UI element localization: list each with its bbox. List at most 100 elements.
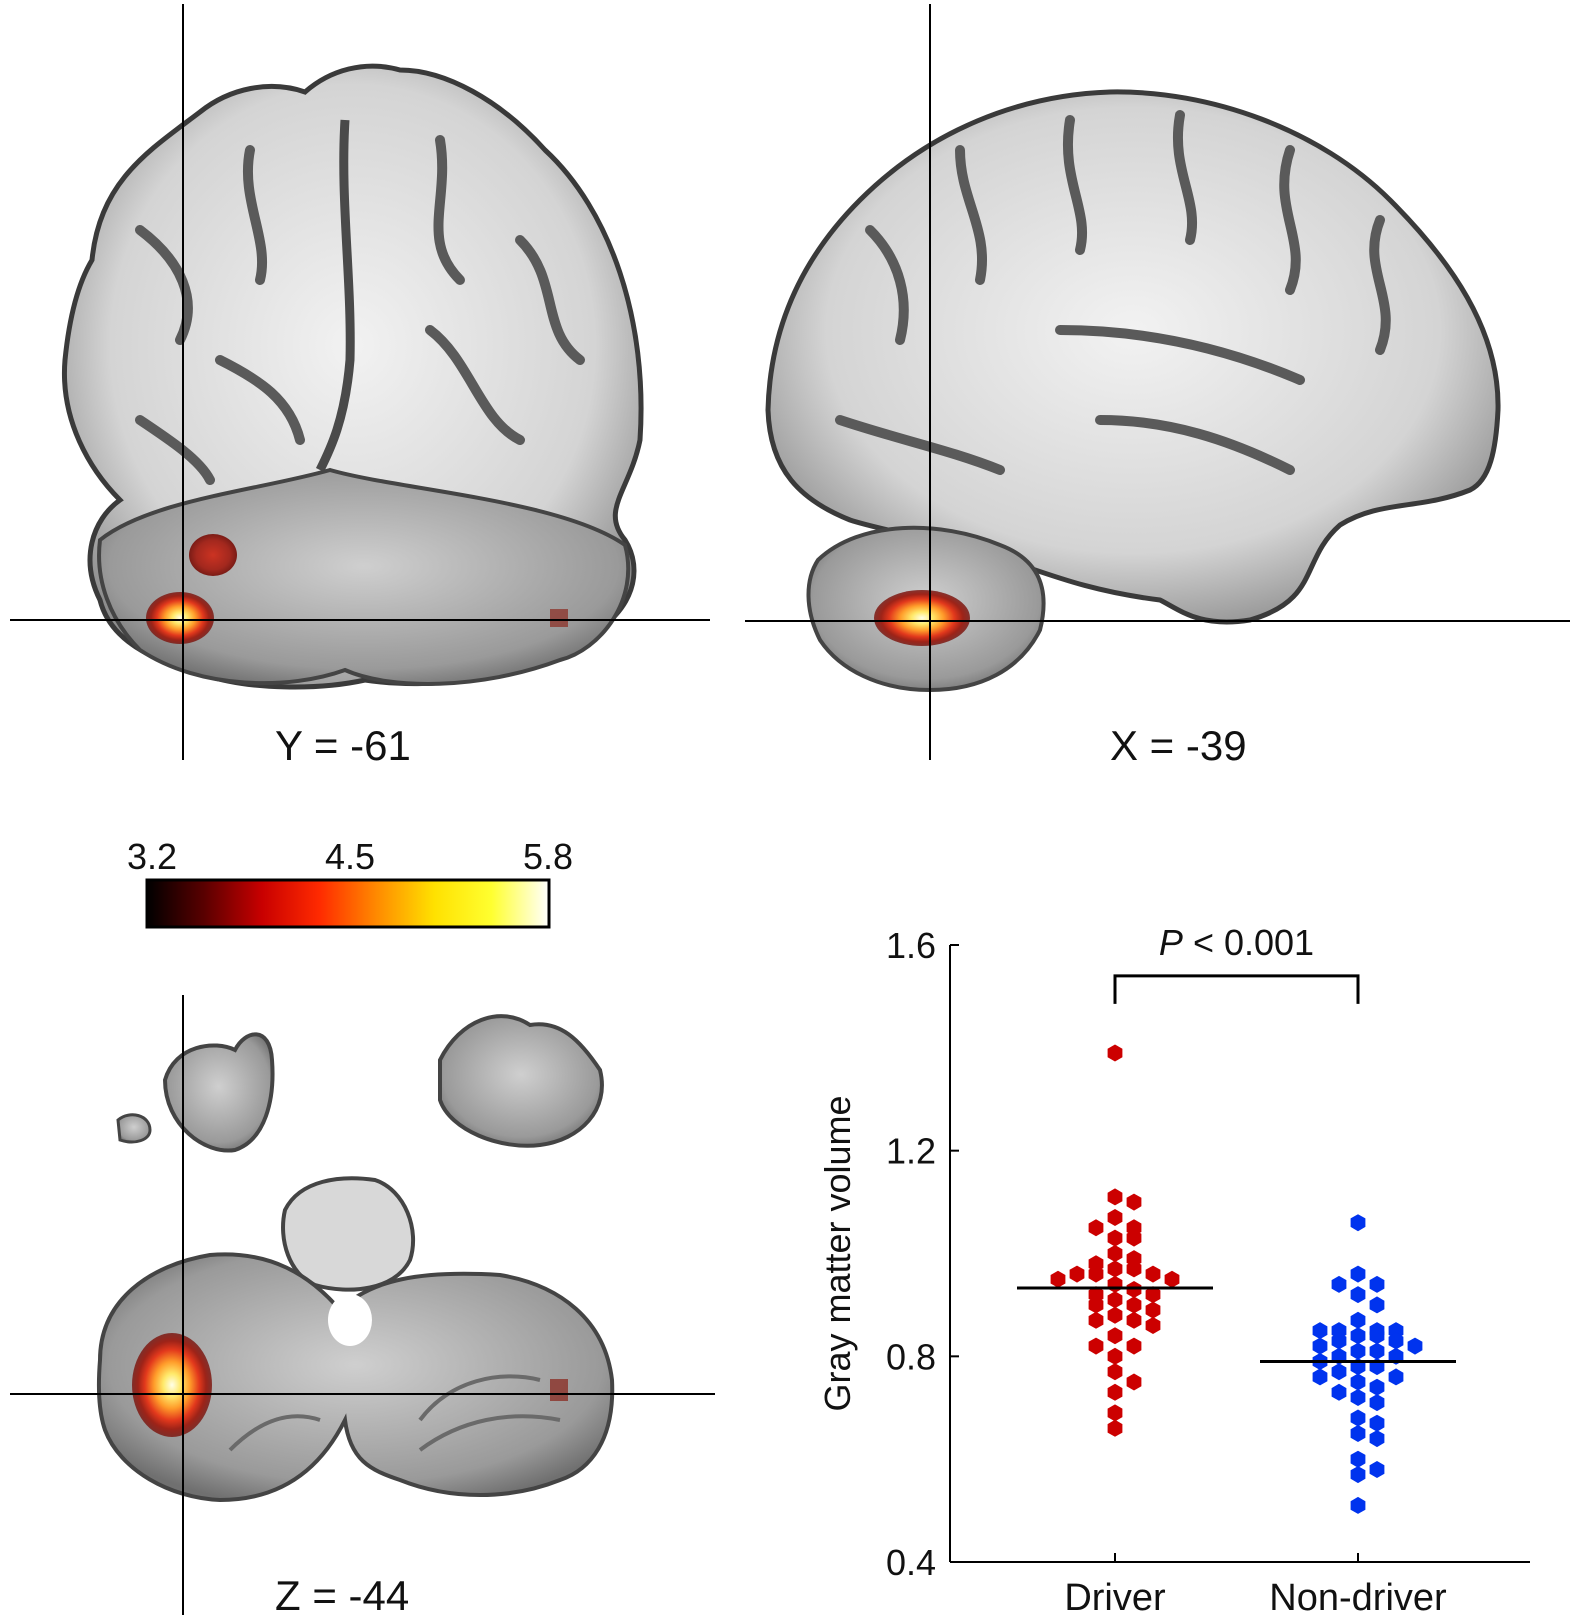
data-point-non-driver [1312,1322,1328,1340]
coronal-midline [315,119,355,473]
data-point-driver [1145,1286,1161,1304]
data-point-driver [1107,1044,1123,1062]
axial-frontal-left [162,1032,275,1153]
data-point-driver [1107,1347,1123,1365]
data-point-non-driver [1350,1286,1366,1304]
y-axis-label: Gray matter volume [817,1095,858,1411]
data-point-non-driver [1407,1337,1423,1355]
data-point-non-driver [1388,1332,1404,1350]
data-point-driver [1126,1229,1142,1247]
data-point-non-driver [1331,1383,1347,1401]
x-tick-label: Driver [1064,1577,1166,1619]
coronal-activation-secondary [189,534,237,576]
data-point-non-driver [1350,1214,1366,1232]
axial-frontal-small [116,1113,152,1144]
y-tick-label: 1.2 [886,1131,936,1172]
data-point-driver [1088,1296,1104,1314]
colorbar [145,878,551,929]
data-point-non-driver [1350,1327,1366,1345]
data-point-non-driver [1369,1296,1385,1314]
data-point-non-driver [1369,1414,1385,1432]
data-point-driver [1088,1311,1104,1329]
data-point-driver [1126,1373,1142,1391]
sagittal-slice [745,4,1570,760]
coronal-activation-peak [146,592,214,644]
axial-fourth-ventricle [328,1294,372,1346]
data-point-non-driver [1350,1265,1366,1283]
axial-cerebellum [96,1252,615,1503]
axial-slice-label: Z = -44 [275,1572,410,1619]
data-point-non-driver [1331,1332,1347,1350]
data-point-driver [1107,1419,1123,1437]
axial-slice [10,995,715,1615]
colorbar-min-label: 3.2 [126,836,178,877]
data-point-non-driver [1369,1342,1385,1360]
data-point-non-driver [1350,1389,1366,1406]
axial-brainstem [281,1176,416,1292]
data-point-non-driver [1331,1275,1347,1293]
y-tick-label: 0.8 [886,1336,936,1377]
colorbar-max-label: 5.8 [522,836,574,877]
axial-folia [228,1374,561,1452]
axial-activation-peak [132,1333,212,1437]
data-point-driver [1107,1404,1123,1422]
coronal-activation-minor [550,609,568,627]
data-point-non-driver [1369,1430,1385,1448]
data-point-driver [1126,1311,1142,1329]
data-point-driver [1088,1219,1104,1237]
significance-bracket [1113,974,1360,1004]
data-point-driver [1050,1270,1066,1288]
data-point-non-driver [1350,1342,1366,1360]
data-point-non-driver [1369,1327,1385,1345]
significance-p: P [1159,922,1183,963]
data-point-driver [1164,1270,1180,1288]
coronal-cerebellum [97,467,631,686]
significance-value: < 0.001 [1183,922,1314,963]
coronal-slice [10,4,710,760]
data-point-driver [1107,1363,1123,1381]
data-point-driver [1088,1265,1104,1283]
data-point-driver [1107,1209,1123,1226]
y-tick-label: 1.6 [886,925,936,966]
y-tick-label: 0.4 [886,1542,936,1583]
data-point-driver [1107,1327,1123,1345]
data-point-non-driver [1350,1409,1366,1427]
data-point-non-driver [1331,1363,1347,1381]
axial-activation-minor [550,1379,568,1401]
data-point-driver [1107,1275,1123,1293]
scatter-chart: 0.4 0.8 1.2 1.6 Gray matter volume Driver Non-… [817,922,1530,1619]
data-point-non-driver [1350,1450,1366,1468]
data-point-non-driver [1369,1394,1385,1412]
significance-label: P < 0.001 [1159,922,1314,963]
data-point-driver [1107,1229,1123,1247]
data-point-non-driver [1369,1275,1385,1293]
data-point-driver [1126,1337,1142,1355]
sagittal-activation-peak [874,590,970,646]
data-point-driver [1126,1193,1142,1211]
data-point-non-driver [1388,1368,1404,1386]
coronal-slice-label: Y = -61 [275,722,411,769]
data-point-driver [1107,1383,1123,1401]
data-point-driver [1107,1260,1123,1278]
data-point-driver [1107,1188,1123,1206]
data-point-driver [1088,1337,1104,1355]
data-point-driver [1126,1281,1142,1298]
sagittal-sulci [835,110,1391,475]
data-point-driver [1107,1306,1123,1324]
data-point-driver [1107,1245,1123,1262]
data-point-non-driver [1350,1466,1366,1484]
data-point-driver [1145,1301,1161,1319]
data-point-driver [1126,1260,1142,1278]
data-point-non-driver [1369,1461,1385,1478]
data-point-non-driver [1350,1373,1366,1391]
data-point-driver [1126,1296,1142,1314]
data-point-non-driver [1350,1425,1366,1442]
data-point-driver [1145,1265,1161,1283]
axial-frontal-right [438,1014,604,1148]
x-tick-label: Non-driver [1269,1577,1447,1619]
data-point-non-driver [1312,1337,1328,1355]
colorbar-mid-label: 4.5 [324,836,376,877]
data-point-non-driver [1350,1496,1366,1514]
data-point-non-driver [1312,1368,1328,1386]
